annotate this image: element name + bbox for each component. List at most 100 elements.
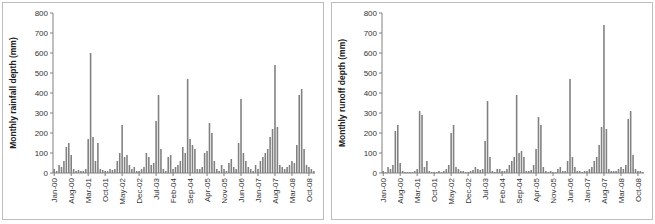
bar (538, 117, 540, 173)
x-tick-label: Aug-07 (600, 177, 609, 203)
bar (623, 169, 625, 173)
bar (204, 153, 206, 173)
x-tick-label: Feb-04 (169, 177, 178, 203)
y-tick (50, 113, 53, 114)
bar (184, 153, 186, 173)
bar (262, 157, 264, 173)
bar (450, 133, 452, 173)
x-tick-label: Mar-01 (84, 177, 93, 203)
x-tick (71, 173, 72, 176)
x-tick-label: Nov-05 (220, 177, 229, 203)
bar (243, 153, 245, 173)
bar (294, 163, 296, 173)
bar (70, 155, 72, 173)
bar (601, 127, 603, 173)
bars (382, 25, 643, 173)
x-tick-label: Oct-08 (305, 177, 314, 202)
bar (269, 137, 271, 173)
bar (279, 165, 281, 173)
bar (143, 167, 145, 173)
bar (535, 149, 537, 173)
bar (523, 157, 525, 173)
y-tick (50, 13, 53, 14)
bar (277, 127, 279, 173)
bar (635, 169, 637, 173)
bar (489, 157, 491, 173)
x-tick (603, 173, 604, 176)
bar (148, 157, 150, 173)
bar (124, 157, 126, 173)
bar (211, 133, 213, 173)
bar (194, 149, 196, 173)
bar (533, 165, 535, 173)
bar (516, 95, 518, 173)
x-tick (570, 173, 571, 176)
bar (189, 139, 191, 173)
bar (291, 161, 293, 173)
x-tick-label: Jan-00 (50, 177, 59, 202)
bar (131, 169, 133, 173)
bar (172, 169, 174, 173)
bar (61, 167, 63, 173)
bar (591, 167, 593, 173)
bar (392, 165, 394, 173)
bar (387, 167, 389, 173)
bar (506, 169, 508, 173)
bar (153, 163, 155, 173)
x-tick-label: Jul-03 (481, 177, 490, 199)
bar (482, 169, 484, 173)
x-axis (53, 173, 315, 174)
x-tick-label: Jan-07 (254, 177, 263, 202)
bar (426, 161, 428, 173)
bar (192, 145, 194, 173)
bar (496, 169, 498, 173)
bar (543, 167, 545, 173)
y-tick (50, 173, 53, 174)
x-tick (536, 173, 537, 176)
bar (445, 169, 447, 173)
x-tick (502, 173, 503, 176)
bar (286, 167, 288, 173)
bar (197, 169, 199, 173)
bar (560, 167, 562, 173)
chart-panel: 0100200300400500600700800Monthly rainfal… (2, 2, 324, 220)
x-tick (417, 173, 418, 176)
bar (233, 167, 235, 173)
figure: 0100200300400500600700800Monthly rainfal… (0, 0, 655, 224)
x-tick (190, 173, 191, 176)
x-tick-label: Feb-04 (498, 177, 507, 203)
bar (574, 167, 576, 173)
chart-svg: 0100200300400500600700800Monthly rainfal… (3, 3, 323, 219)
bar (119, 153, 121, 173)
y-tick (379, 93, 382, 94)
bar (487, 101, 489, 173)
bar (66, 147, 68, 173)
bar (513, 157, 515, 173)
bar (182, 147, 184, 173)
y-tick (379, 113, 382, 114)
bar (245, 161, 247, 173)
bar (458, 169, 460, 173)
x-tick-label: Dec-02 (135, 177, 144, 203)
y-tick-label: 800 (35, 9, 49, 18)
y-tick-label: 700 (364, 29, 378, 38)
bar (231, 159, 233, 173)
x-tick (434, 173, 435, 176)
y-tick-label: 0 (373, 169, 378, 178)
bar (557, 169, 559, 173)
bar (58, 165, 60, 173)
bar (399, 163, 401, 173)
bar (627, 119, 629, 173)
y-tick (50, 153, 53, 154)
y-axis-label: Monthly runoff depth (mm) (337, 39, 347, 147)
bar (419, 111, 421, 173)
y-tick-label: 700 (35, 29, 49, 38)
y-tick-label: 600 (35, 49, 49, 58)
bar (395, 131, 397, 173)
bar (608, 169, 610, 173)
bar (289, 165, 291, 173)
bar (499, 169, 501, 173)
bar (175, 167, 177, 173)
bar (109, 169, 111, 173)
bar (201, 167, 203, 173)
